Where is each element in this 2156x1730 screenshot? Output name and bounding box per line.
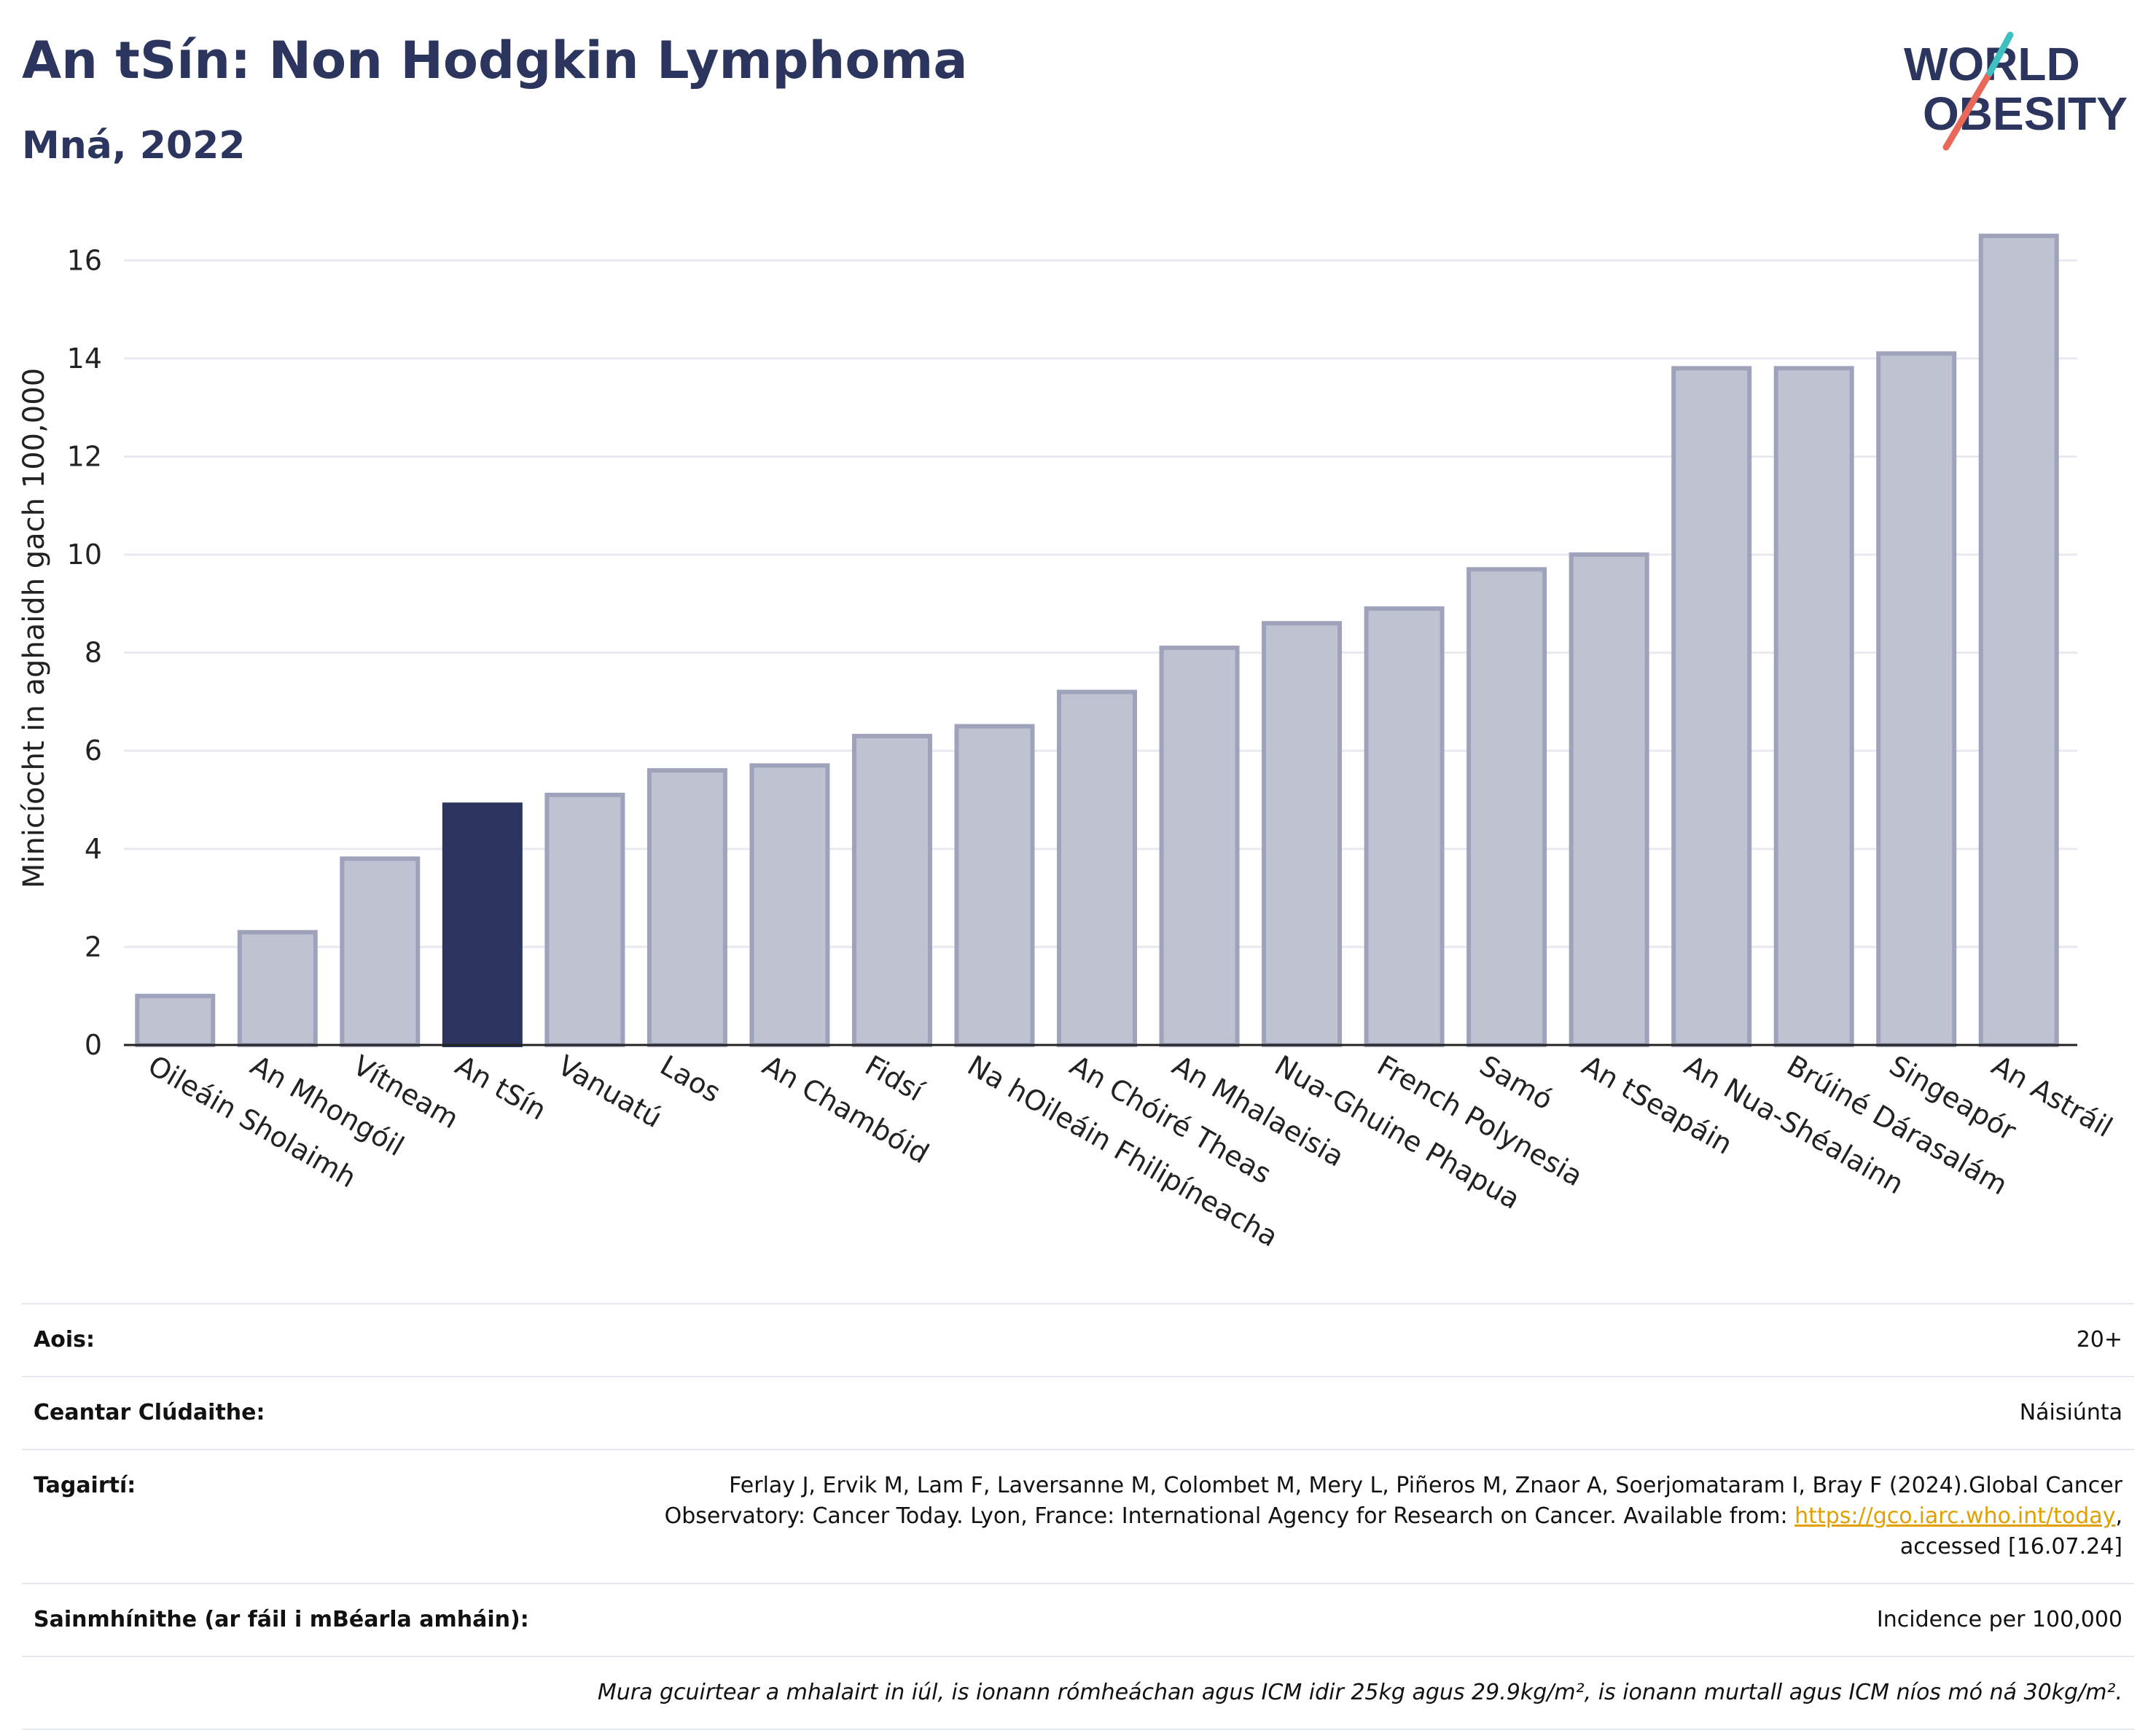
y-tick-label: 8: [85, 637, 102, 669]
definitions-label: Sainmhínithe (ar fáil i mBéarla amháin):: [34, 1607, 529, 1632]
reference-line-3: accessed [16.07.24]: [1899, 1534, 2122, 1559]
bar: [1978, 233, 2059, 1047]
x-tick-label: Laos: [655, 1049, 726, 1109]
bar: [1159, 645, 1240, 1047]
age-value: 20+: [2076, 1327, 2122, 1353]
page-title: An tSín: Non Hodgkin Lymphoma: [22, 31, 968, 90]
bar: [135, 993, 216, 1048]
reference-link[interactable]: https://gco.iarc.who.int/today: [1794, 1503, 2116, 1529]
footnote: Mura gcuirtear a mhalairt in iúl, is ion…: [597, 1680, 2122, 1705]
info-row-age: Aois: 20+: [22, 1303, 2134, 1376]
area-label: Ceantar Clúdaithe:: [34, 1400, 265, 1425]
y-tick-label: 2: [85, 931, 102, 963]
y-tick-labels: 0 2 4 6 8 10 12 14 16: [67, 244, 102, 1061]
bar: [1876, 351, 1957, 1047]
x-tick-label: Fidsí: [859, 1049, 929, 1108]
reference-line-2-end: ,: [2115, 1503, 2122, 1529]
age-label: Aois:: [34, 1327, 95, 1353]
bar: [647, 768, 727, 1047]
reference-line-1: Ferlay J, Ervik M, Lam F, Laversanne M, …: [729, 1473, 2122, 1498]
y-tick-label: 12: [67, 440, 102, 472]
definitions-value: Incidence per 100,000: [1876, 1607, 2122, 1632]
references-label: Tagairtí:: [34, 1473, 136, 1498]
y-tick-label: 4: [85, 833, 102, 865]
bar: [1466, 567, 1547, 1047]
y-tick-label: 14: [67, 343, 102, 375]
y-tick-label: 10: [67, 539, 102, 571]
bar-highlight: [442, 802, 523, 1048]
y-tick-label: 0: [85, 1029, 102, 1061]
info-row-area: Ceantar Clúdaithe: Náisiúnta: [22, 1376, 2134, 1449]
x-tick-label: Vanuatú: [552, 1049, 668, 1134]
reference-line-2: Observatory: Cancer Today. Lyon, France:…: [664, 1503, 1795, 1529]
info-row-definitions: Sainmhínithe (ar fáil i mBéarla amháin):…: [22, 1583, 2134, 1656]
bar: [1773, 366, 1854, 1047]
logo-slash-teal: [1986, 31, 2014, 77]
y-axis-label: Minicíocht in aghaidh gach 100,000: [17, 368, 51, 888]
page-subtitle: Mná, 2022: [22, 124, 246, 168]
bar: [1057, 689, 1137, 1047]
logo-slash-coral: [1942, 69, 1993, 151]
info-table: Aois: 20+ Ceantar Clúdaithe: Náisiúnta T…: [22, 1303, 2134, 1730]
info-row-references: Tagairtí: Ferlay J, Ervik M, Lam F, Lave…: [22, 1449, 2134, 1583]
bar: [851, 734, 932, 1047]
info-row-note: Mura gcuirtear a mhalairt in iúl, is ion…: [22, 1656, 2134, 1730]
bar: [749, 763, 830, 1047]
bar: [340, 856, 421, 1047]
world-obesity-logo: WORLD OBESITY: [1904, 31, 2128, 151]
bar: [1262, 621, 1343, 1047]
y-tick-label: 6: [85, 735, 102, 767]
bar: [1671, 366, 1752, 1047]
bar: [954, 724, 1035, 1048]
references-value: Ferlay J, Ervik M, Lam F, Laversanne M, …: [665, 1471, 2122, 1562]
x-tick-label: An tSín: [450, 1049, 552, 1127]
bar: [1569, 552, 1649, 1047]
bar: [1364, 606, 1445, 1047]
area-value: Náisiúnta: [2019, 1400, 2122, 1425]
bar: [544, 792, 625, 1047]
bar: [237, 930, 318, 1047]
bars-group: [135, 233, 2059, 1048]
y-tick-label: 16: [67, 244, 102, 276]
